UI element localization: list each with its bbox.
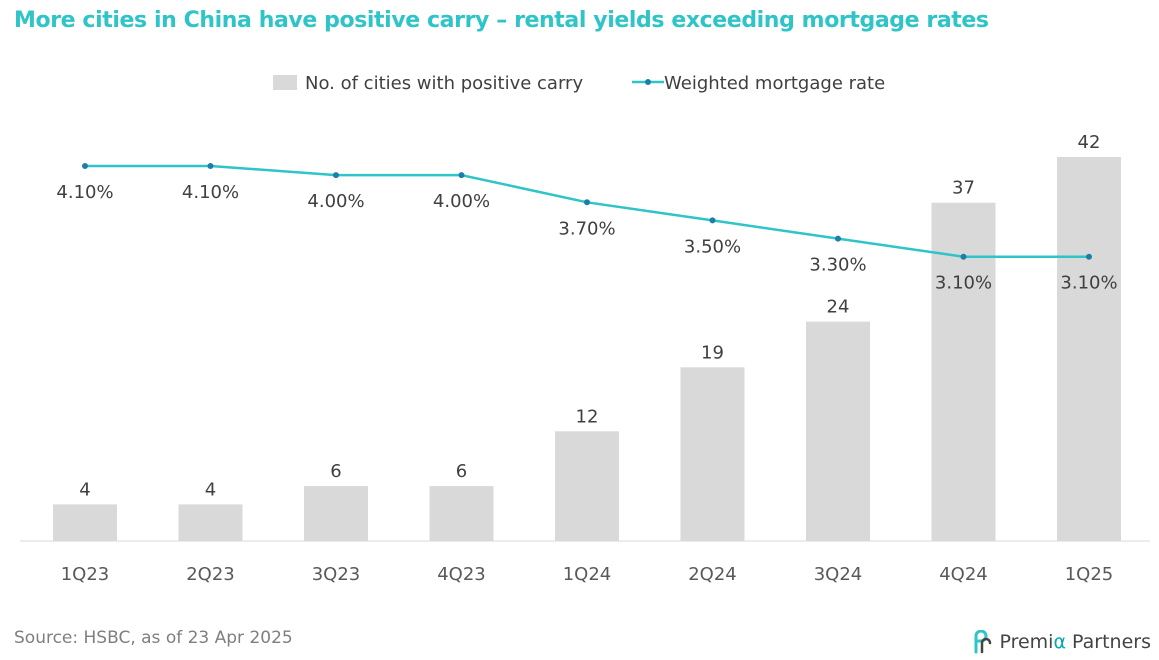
x-tick-labels: 1Q23 2Q23 3Q23 4Q23 1Q24 2Q24 3Q24 4Q24 1Q25 (61, 564, 1114, 585)
bar-label-1Q25: 42 (1078, 132, 1101, 153)
bar-data-labels: 4 4 6 6 12 19 24 37 42 (79, 132, 1100, 500)
legend: No. of cities with positive carry Weight… (273, 73, 885, 94)
line-label-1Q25: 3.10% (1060, 273, 1117, 294)
line-point-1Q24 (584, 199, 590, 206)
x-tick-1Q24: 1Q24 (563, 564, 612, 585)
line-point-1Q25 (1086, 253, 1092, 260)
line-label-1Q24: 3.70% (558, 218, 615, 239)
bar-1Q25 (1057, 157, 1121, 541)
chart-area: No. of cities with positive carry Weight… (20, 73, 1150, 585)
bar-4Q23 (429, 486, 494, 541)
bar-1Q23 (53, 504, 117, 541)
line-series (82, 163, 1092, 260)
x-tick-2Q24: 2Q24 (688, 564, 737, 585)
x-tick-4Q23: 4Q23 (437, 564, 486, 585)
line-label-4Q24: 3.10% (935, 273, 992, 294)
bar-label-1Q24: 12 (576, 406, 599, 427)
brand-logo: Premiα Partners (969, 630, 1151, 654)
bar-label-1Q23: 4 (79, 479, 90, 500)
line-point-1Q23 (82, 163, 88, 169)
legend-line-marker (645, 79, 651, 85)
legend-bar-swatch (273, 75, 297, 90)
bar-label-4Q23: 6 (456, 461, 467, 482)
source-note: Source: HSBC, as of 23 Apr 2025 (14, 628, 293, 648)
line-point-2Q23 (207, 163, 214, 169)
bar-label-2Q23: 4 (205, 479, 216, 500)
x-tick-1Q25: 1Q25 (1065, 564, 1114, 585)
brand-name: Premiα Partners (999, 631, 1151, 653)
x-tick-4Q24: 4Q24 (939, 564, 988, 585)
legend-line-label: Weighted mortgage rate (664, 73, 885, 94)
line-label-2Q24: 3.50% (684, 236, 741, 257)
line-point-2Q24 (709, 217, 716, 224)
bar-label-4Q24: 37 (952, 178, 975, 199)
line-point-4Q23 (458, 172, 465, 179)
premia-logo-icon (974, 630, 992, 654)
bar-2Q23 (178, 504, 243, 541)
bar-label-2Q24: 19 (701, 342, 724, 363)
bar-label-3Q24: 24 (827, 297, 850, 318)
bar-1Q24 (555, 431, 619, 541)
bar-2Q24 (680, 367, 745, 541)
x-tick-3Q24: 3Q24 (814, 564, 863, 585)
x-tick-3Q23: 3Q23 (312, 564, 361, 585)
line-point-3Q23 (333, 172, 339, 179)
x-tick-2Q23: 2Q23 (186, 564, 235, 585)
line-label-3Q23: 4.00% (307, 191, 364, 212)
bar-label-3Q23: 6 (330, 461, 341, 482)
x-tick-1Q23: 1Q23 (61, 564, 110, 585)
line-label-3Q24: 3.30% (809, 255, 866, 276)
bar-3Q23 (304, 486, 368, 541)
line-point-4Q24 (960, 253, 967, 260)
chart-title: More cities in China have positive carry… (14, 8, 989, 33)
line-point-3Q24 (835, 235, 841, 242)
legend-bar-label: No. of cities with positive carry (305, 73, 583, 94)
line-label-2Q23: 4.10% (182, 182, 239, 203)
line-label-1Q23: 4.10% (56, 182, 113, 203)
bar-3Q24 (806, 321, 870, 541)
line-label-4Q23: 4.00% (433, 191, 490, 212)
line-data-labels: 4.10% 4.10% 4.00% 4.00% 3.70% 3.50% 3.30% 3.10%… (56, 182, 1117, 294)
